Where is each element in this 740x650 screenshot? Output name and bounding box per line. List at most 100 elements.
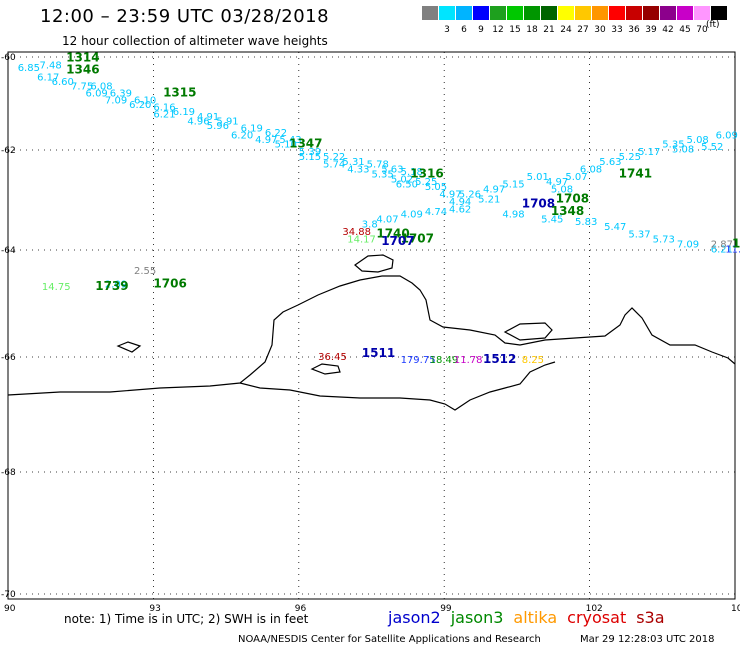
swh-value-label: 5.15 bbox=[299, 152, 321, 163]
swh-value-label: 3.8 bbox=[362, 220, 378, 231]
legend-label: 27 bbox=[577, 25, 589, 35]
swh-value-label: 7.75 bbox=[71, 82, 93, 93]
swh-value-label: 4.97 bbox=[255, 135, 277, 146]
legend-unit: (ft) bbox=[706, 20, 720, 30]
legend-swatch bbox=[456, 6, 472, 20]
swh-value-label: 5.39 bbox=[299, 147, 321, 158]
legend-label: 21 bbox=[543, 25, 555, 35]
map-subtitle: 12 hour collection of altimeter wave hei… bbox=[62, 34, 328, 48]
swh-value-label: 18.49 bbox=[430, 355, 459, 366]
pass-time-label: 1315 bbox=[163, 86, 196, 100]
swh-value-label: 4.74 bbox=[425, 207, 447, 218]
satellite-key-jason3: jason3 bbox=[450, 608, 504, 627]
swh-value-label: 6.39 bbox=[110, 89, 132, 100]
swh-value-label: 6.22 bbox=[265, 128, 287, 139]
pass-time-label: 1708 bbox=[522, 197, 555, 211]
legend-swatch bbox=[473, 6, 489, 20]
pass-time-label: 1314 bbox=[66, 51, 99, 65]
swh-value-label: 6.09 bbox=[716, 130, 738, 141]
pass-time-label: 1316 bbox=[410, 167, 443, 181]
graticule: 90 93 96 99 102 105 -60 -62 -64 -66 -68 -70 bbox=[1, 52, 740, 614]
legend-label: 42 bbox=[662, 25, 674, 35]
swh-value-label: 5.08 bbox=[687, 135, 709, 146]
swh-value-label: 6.21 bbox=[711, 245, 733, 256]
pass-time-label: 1348 bbox=[551, 204, 584, 218]
pass-time-label: 1739 bbox=[95, 279, 128, 293]
legend-label: 45 bbox=[679, 25, 691, 35]
swh-value-label: 5.10 bbox=[275, 140, 297, 151]
legend-swatch bbox=[490, 6, 506, 20]
swh-value-label: 6.85 bbox=[18, 63, 40, 74]
satellite-key-s3a: s3a bbox=[636, 608, 665, 627]
pass-time-label: 1707 bbox=[401, 232, 434, 246]
swh-value-label: 4.98 bbox=[502, 210, 524, 221]
swh-value-label: 5.96 bbox=[207, 121, 229, 132]
swh-value-label: 7.48 bbox=[40, 61, 62, 72]
footer-note: note: 1) Time is in UTC; 2) SWH is in fe… bbox=[64, 612, 309, 626]
swh-value-label: 4.91 bbox=[197, 112, 219, 123]
legend-swatch bbox=[575, 6, 591, 20]
swh-value-label: 5.02 bbox=[391, 175, 413, 186]
map-title: 12:00 – 23:59 UTC 03/28/2018 bbox=[40, 6, 330, 27]
swh-value-label: 5.74 bbox=[323, 160, 345, 171]
satellite-key-jason2: jason2 bbox=[388, 608, 441, 627]
swh-value-label: 4.97 bbox=[439, 190, 461, 201]
legend-swatch bbox=[660, 6, 676, 20]
swh-value-label: 36.45 bbox=[318, 352, 347, 363]
swh-value-label: 6.08 bbox=[90, 82, 112, 93]
swh-value-label: 5.43 bbox=[279, 135, 301, 146]
swh-value-label: 6.16 bbox=[153, 102, 175, 113]
pass-time-label: 1741 bbox=[619, 167, 652, 181]
swh-value-label: 5.08 bbox=[551, 185, 573, 196]
lon-tick-label: 93 bbox=[149, 604, 160, 614]
pass-time-label: 1740 bbox=[376, 227, 409, 241]
swh-value-label: 6.19 bbox=[241, 123, 263, 134]
satellite-key-altika: altika bbox=[513, 608, 558, 627]
island-north bbox=[354, 254, 394, 273]
pass-time-label: 1347 bbox=[289, 137, 322, 151]
satellite-key-cryosat: cryosat bbox=[567, 608, 627, 627]
swh-value-label: 5.63 bbox=[381, 165, 403, 176]
legend-swatch bbox=[592, 6, 608, 20]
swh-value-label: 5.25 bbox=[415, 177, 437, 188]
swh-value-label: 6.09 bbox=[86, 89, 108, 100]
legend-swatch bbox=[541, 6, 557, 20]
legend-label: 6 bbox=[461, 25, 467, 35]
swh-value-label: 4.07 bbox=[376, 215, 398, 226]
legend-swatch bbox=[711, 6, 727, 20]
swh-value-label: 5.21 bbox=[478, 195, 500, 206]
legend-swatch bbox=[626, 6, 642, 20]
swh-value-label: 5.35 bbox=[372, 170, 394, 181]
swh-value-label: 4.33 bbox=[347, 165, 369, 176]
lat-tick-label: -70 bbox=[1, 590, 16, 600]
swh-value-label: 5.91 bbox=[216, 116, 238, 127]
swh-value-label: 14.75 bbox=[42, 282, 71, 293]
swh-value-label: 5.31 bbox=[342, 157, 364, 168]
pass-time-label: 1 bbox=[732, 237, 740, 251]
lon-tick-label: 99 bbox=[440, 604, 452, 614]
legend-label: 18 bbox=[526, 25, 538, 35]
pass-time-label: 1708 bbox=[556, 192, 589, 206]
swh-value-label: 5.83 bbox=[575, 217, 597, 228]
legend-label: 9 bbox=[478, 25, 484, 35]
swh-value-label: 5.47 bbox=[604, 222, 626, 233]
swh-value-label: 179.75 bbox=[401, 355, 436, 366]
coastline-shelf bbox=[239, 361, 556, 411]
swh-value-label: 2.09 bbox=[105, 279, 127, 290]
footer-timestamp: Mar 29 12:28:03 UTC 2018 bbox=[580, 634, 715, 645]
swh-value-label: 6.10 bbox=[134, 96, 156, 107]
lon-tick-label: 96 bbox=[295, 604, 307, 614]
swh-value-label: 5.45 bbox=[541, 215, 563, 226]
swh-value-label: 4.09 bbox=[401, 210, 423, 221]
legend-swatch bbox=[694, 6, 710, 20]
legend-label: 39 bbox=[645, 25, 657, 35]
swh-value-label: 11.2 bbox=[725, 245, 740, 256]
lon-tick-label: 102 bbox=[586, 604, 603, 614]
legend-label: 15 bbox=[509, 25, 521, 35]
pass-time-label: 1511 bbox=[362, 346, 395, 360]
island-small-west bbox=[116, 341, 142, 353]
legend-label: 3 bbox=[444, 25, 450, 35]
satellite-key: jason2 jason3 altika cryosat s3a bbox=[388, 608, 675, 627]
